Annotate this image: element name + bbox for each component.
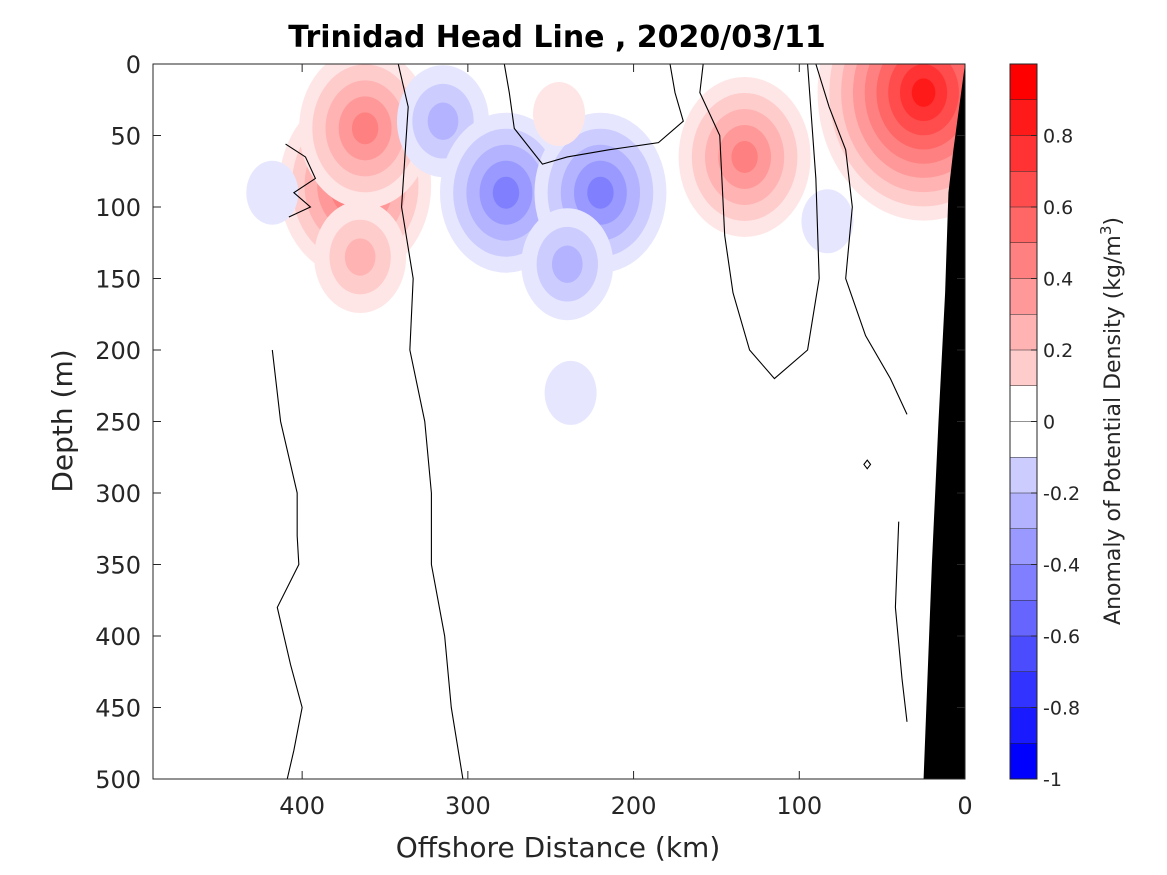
colorbar-ticks: 0.8 0.6 0.4 0.2 0 -0.2 -0.4 -0.6 -0.8 -1 [1031,126,1080,791]
colorbar-segment [1010,242,1037,279]
contour-center-loop [503,64,684,165]
y-tick-label: 150 [95,266,141,294]
colorbar-segment [1010,350,1037,387]
anomaly-level [344,238,376,276]
anomaly-level [246,160,299,225]
anomaly-feature [817,64,965,221]
colorbar-segment [1010,64,1037,101]
anomaly-feature [544,360,597,425]
y-axis-label: Depth (m) [46,349,79,492]
anomaly-level [731,140,758,173]
x-axis: 400 300 200 100 0 [279,64,973,820]
colorbar-tick-label: 0.2 [1043,340,1073,362]
anomaly-field [246,64,965,425]
contour-east-1 [699,64,820,380]
colorbar-segment [1010,528,1037,565]
anomaly-feature [521,208,614,321]
seafloor [923,64,965,779]
colorbar-tick-label: 0.8 [1043,126,1073,148]
x-tick-label: 100 [776,792,822,820]
colorbar-tick-label: 0 [1043,412,1055,434]
colorbar-tick-label: -0.8 [1043,698,1080,720]
zero-contours [271,64,908,779]
colorbar-segment [1010,135,1037,172]
anomaly-level [911,78,936,107]
y-axis: 0 50 100 150 200 250 300 350 400 450 500 [95,51,965,794]
anomaly-level [427,102,459,140]
colorbar-tick-label: 0.4 [1043,269,1073,291]
anomaly-feature [246,160,299,225]
colorbar-segment [1010,743,1037,780]
contour-diamond [863,459,872,470]
colorbar-tick-label: -1 [1043,769,1062,791]
anomaly-feature [801,189,854,254]
y-tick-label: 200 [95,337,141,365]
contour-west-upper [285,143,317,218]
y-tick-label: 500 [95,766,141,794]
anomaly-level [544,360,597,425]
contour-center-west [397,64,464,779]
colorbar: 0.8 0.6 0.4 0.2 0 -0.2 -0.4 -0.6 -0.8 -1 Anomaly … [1009,63,1126,791]
x-tick-label: 300 [445,792,491,820]
x-tick-label: 0 [957,792,972,820]
colorbar-segment [1010,171,1037,208]
contour-east-3 [894,521,908,722]
colorbar-segment [1010,457,1037,494]
colorbar-tick-label: 0.6 [1043,197,1073,219]
colorbar-label: Anomaly of Potential Density (kg/m3) [1097,217,1126,625]
colorbar-label-end: ) [1101,217,1126,226]
colorbar-segment [1010,564,1037,601]
y-tick-label: 250 [95,409,141,437]
y-tick-label: 50 [110,123,141,151]
anomaly-level [801,189,854,254]
chart-title: Trinidad Head Line , 2020/03/11 [288,20,825,55]
contour-east-2 [815,64,908,415]
anomaly-feature [533,82,585,147]
anomaly-level [492,176,520,209]
colorbar-segment [1010,278,1037,315]
y-tick-label: 350 [95,552,141,580]
colorbar-segment [1010,636,1037,673]
anomaly-level [587,176,614,209]
anomaly-level [551,245,583,283]
colorbar-segment [1010,207,1037,244]
x-tick-label: 400 [279,792,325,820]
y-tick-label: 100 [95,194,141,222]
plot-area: 400 300 200 100 0 0 50 100 150 200 250 300 350 400 45… [95,51,973,820]
anomaly-feature [299,64,432,209]
seafloor-shape [923,64,965,779]
x-axis-label: Offshore Distance (km) [396,831,721,864]
colorbar-label-superscript: 3 [1097,226,1115,236]
colorbar-segment [1010,600,1037,637]
colorbar-segment [1010,421,1037,458]
colorbar-segments [1010,63,1037,780]
colorbar-segment [1010,385,1037,422]
anomaly-feature [314,201,407,314]
colorbar-segment [1010,99,1037,136]
colorbar-segment [1010,314,1037,351]
colorbar-tick-label: -0.2 [1043,483,1080,505]
contour-west-deep [271,349,303,779]
y-tick-label: 0 [126,51,141,79]
colorbar-tick-label: -0.4 [1043,555,1080,577]
y-tick-label: 300 [95,480,141,508]
colorbar-segment [1010,707,1037,744]
y-tick-label: 400 [95,623,141,651]
anomaly-level [351,112,379,145]
y-tick-label: 450 [95,695,141,723]
colorbar-segment [1010,493,1037,530]
anomaly-feature [678,76,811,237]
colorbar-segment [1010,671,1037,708]
x-tick-label: 200 [611,792,657,820]
colorbar-tick-label: -0.6 [1043,626,1080,648]
colorbar-label-main: Anomaly of Potential Density (kg/m [1101,235,1126,625]
anomaly-level [533,82,585,147]
